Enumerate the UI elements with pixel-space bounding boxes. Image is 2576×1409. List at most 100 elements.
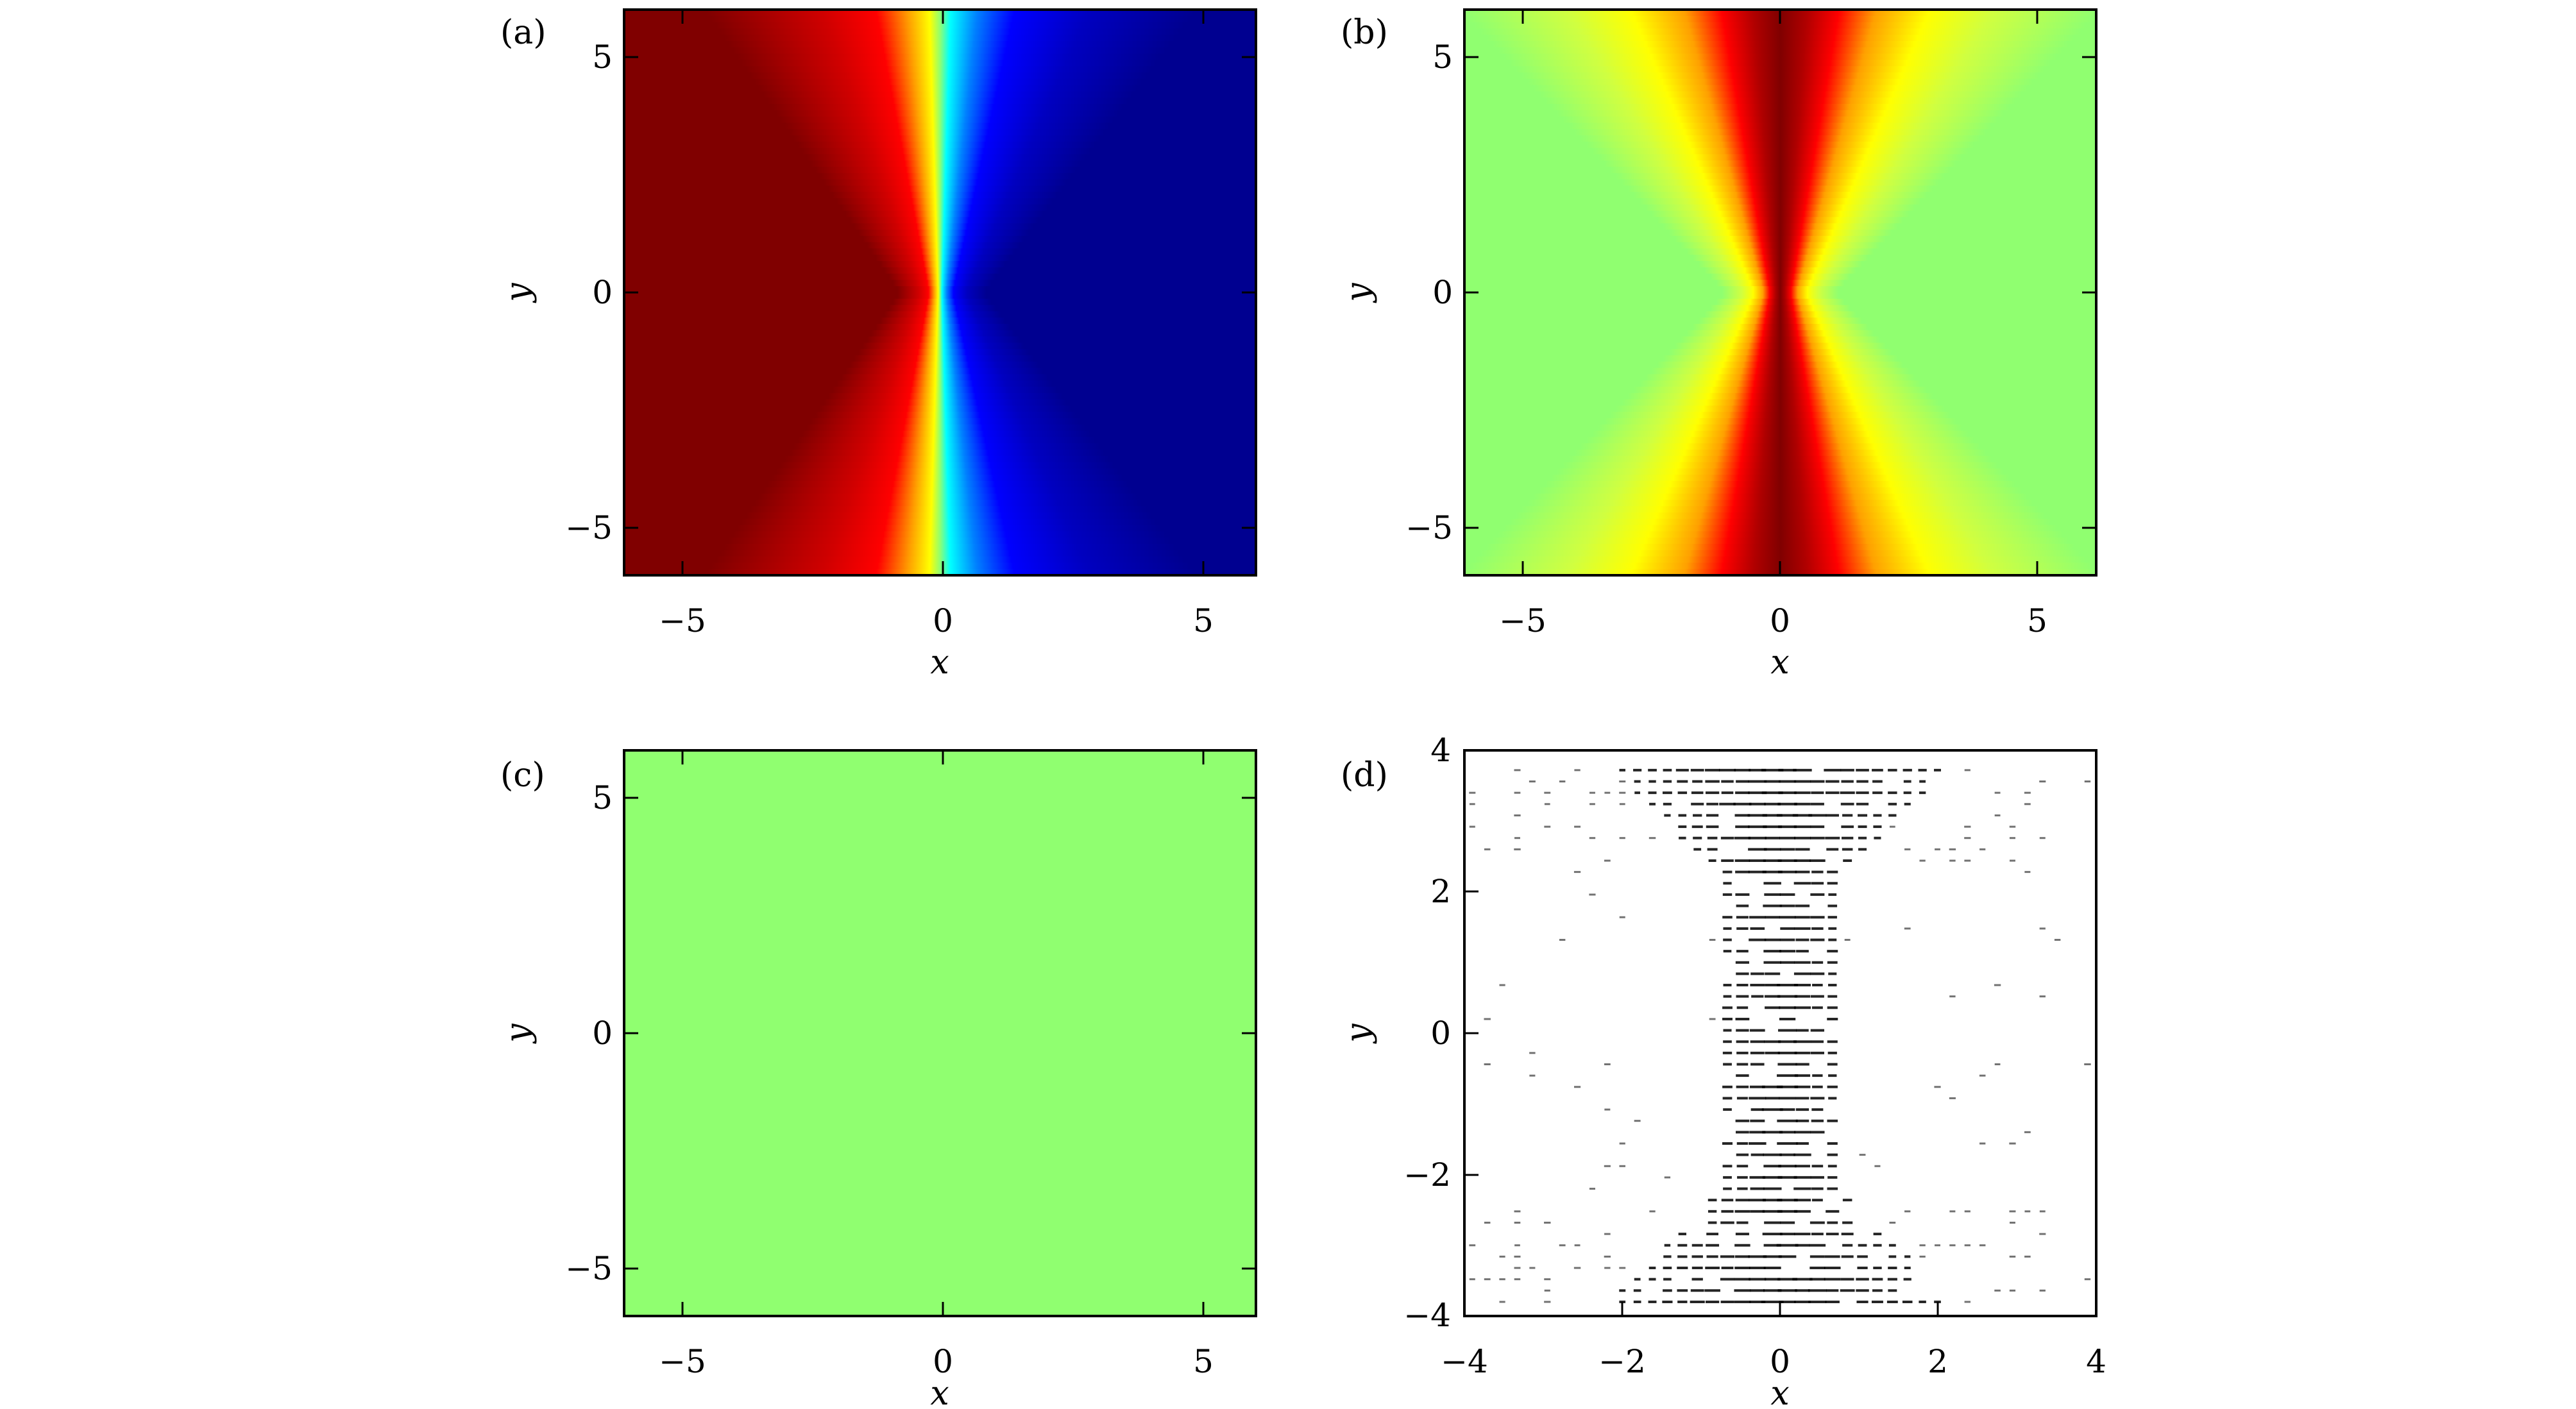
heatmap-strip: [1464, 173, 2096, 180]
heatmap-strip: [1464, 324, 2096, 331]
heatmap-strip: [1464, 267, 2096, 274]
heatmap-strip: [1464, 217, 2096, 224]
heatmap-strip: [624, 330, 1256, 337]
heatmap-strip: [624, 342, 1256, 350]
heatmap-strip: [1464, 525, 2096, 532]
heatmap-strip: [624, 450, 1256, 457]
panel-b-ticks: [1464, 10, 2096, 575]
panel-c-label: (c): [500, 756, 545, 795]
heatmap-strip: [624, 223, 1256, 230]
heatmap-strip: [624, 148, 1256, 155]
heatmap-strip: [624, 355, 1256, 362]
heatmap-strip: [624, 41, 1256, 48]
heatmap-strip: [1464, 185, 2096, 193]
heatmap-strip: [624, 116, 1256, 124]
heatmap-strip: [624, 531, 1256, 539]
panel-c-ylabel: y: [499, 1024, 538, 1044]
heatmap-strip: [1464, 141, 2096, 149]
heatmap-strip: [1464, 66, 2096, 73]
heatmap-strip: [1464, 405, 2096, 413]
heatmap-strip: [624, 512, 1256, 519]
panel-d-xtick-4: 4: [2086, 1343, 2106, 1380]
heatmap-strip: [624, 110, 1256, 117]
heatmap-strip: [1464, 443, 2096, 450]
panel-d: (d) −4 −2 0 2 4 −4 −2 0 2 4 x y: [1339, 732, 2106, 1409]
heatmap-strip: [1464, 41, 2096, 48]
heatmap-strip: [1464, 462, 2096, 469]
heatmap-strip: [624, 66, 1256, 73]
heatmap-strip: [624, 248, 1256, 256]
heatmap-strip: [1464, 104, 2096, 111]
heatmap-strip: [624, 135, 1256, 142]
heatmap-strip: [624, 72, 1256, 80]
heatmap-strip: [1464, 179, 2096, 187]
panel-b-xtick-0: −5: [1499, 602, 1546, 639]
panel-a-xlabel: x: [930, 643, 949, 682]
panel-a-xtick-1: 0: [933, 602, 953, 639]
heatmap-strip: [1464, 550, 2096, 557]
heatmap-strip: [1464, 531, 2096, 539]
panel-c-ticks: [624, 750, 1256, 1316]
heatmap-strip: [624, 367, 1256, 375]
panel-b: (b) −5 0 5 −5 0 5 x y: [1339, 8, 2097, 682]
panel-c-xtick-1: 0: [933, 1343, 953, 1380]
heatmap-strip: [624, 298, 1256, 306]
heatmap-strip: [624, 392, 1256, 400]
heatmap-strip: [624, 261, 1256, 268]
panel-d-ytick-3: 2: [1430, 873, 1451, 910]
heatmap-strip: [1464, 292, 2096, 300]
heatmap-strip: [624, 550, 1256, 557]
heatmap-strip: [1464, 450, 2096, 457]
heatmap-strip: [1464, 455, 2096, 463]
heatmap-strip: [1464, 305, 2096, 312]
panel-d-background: [1464, 750, 2096, 1316]
heatmap-strip: [624, 267, 1256, 274]
heatmap-strip: [624, 60, 1256, 67]
heatmap-strip: [1464, 342, 2096, 350]
heatmap-strip: [1464, 430, 2096, 438]
heatmap-strip: [624, 525, 1256, 532]
panel-d-ytick-1: −2: [1403, 1156, 1451, 1194]
heatmap-strip: [1464, 349, 2096, 356]
heatmap-strip: [624, 53, 1256, 61]
heatmap-strip: [624, 462, 1256, 469]
heatmap-strip: [1464, 47, 2096, 55]
heatmap-strip: [624, 518, 1256, 526]
heatmap-strip: [624, 35, 1256, 42]
panel-a-x-ticks: [624, 10, 1256, 575]
heatmap-strip: [624, 185, 1256, 193]
heatmap-strip: [624, 129, 1256, 136]
heatmap-strip: [1464, 154, 2096, 162]
panel-d-ticks: [1463, 890, 2097, 1316]
heatmap-strip: [1464, 230, 2096, 237]
panel-b-label: (b): [1341, 13, 1388, 52]
heatmap-strip: [624, 317, 1256, 325]
panel-c-xtick-0: −5: [659, 1343, 706, 1380]
heatmap-strip: [1464, 273, 2096, 281]
heatmap-strip: [624, 399, 1256, 407]
panel-c-xlabel: x: [930, 1374, 949, 1409]
heatmap-strip: [624, 412, 1256, 419]
panel-d-ytick-4: 4: [1430, 732, 1451, 769]
heatmap-strip: [1464, 475, 2096, 482]
heatmap-strip: [624, 141, 1256, 149]
heatmap-strip: [624, 500, 1256, 507]
heatmap-strip: [1464, 78, 2096, 86]
heatmap-strip: [1464, 399, 2096, 407]
panel-d-ylabel: y: [1339, 1024, 1378, 1044]
heatmap-strip: [624, 198, 1256, 205]
heatmap-strip: [1464, 468, 2096, 476]
heatmap-strip: [1464, 248, 2096, 256]
panel-d-xtick-2: 0: [1770, 1343, 1790, 1380]
heatmap-strip: [1464, 424, 2096, 432]
heatmap-strip: [1464, 506, 2096, 513]
heatmap-strip: [1464, 500, 2096, 507]
heatmap-strip: [624, 122, 1256, 130]
heatmap-strip: [1464, 255, 2096, 262]
heatmap-strip: [1464, 235, 2096, 243]
heatmap-strip: [624, 336, 1256, 344]
heatmap-strip: [1464, 387, 2096, 394]
heatmap-strip: [1464, 487, 2096, 494]
heatmap-strip: [1464, 148, 2096, 155]
heatmap-strip: [624, 167, 1256, 174]
